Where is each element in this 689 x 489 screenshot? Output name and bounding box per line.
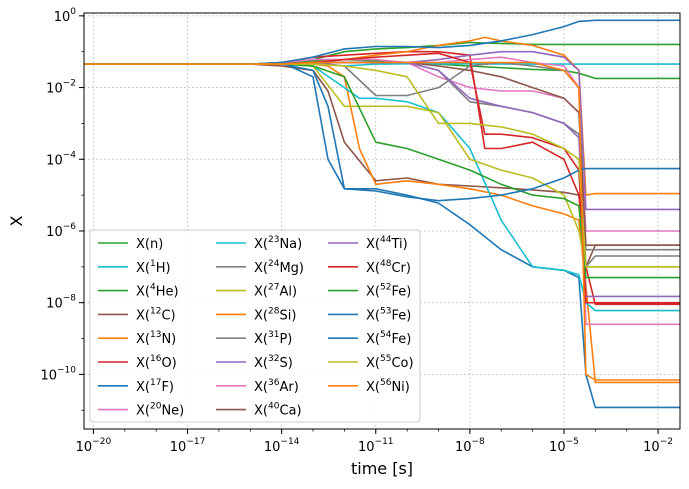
y-tick-label: 10−10 [40, 365, 76, 383]
legend: X(n) X(1H) X(4He) X(12C) X(13N) X(16O) X(17F) X… [89, 229, 421, 423]
x-tick-label: 10−5 [549, 437, 579, 455]
legend-label: X(52Fe) [366, 283, 411, 300]
axis-ticks: 10−20 10−17 10−14 10−11 10−8 10−5 10−2 100 10−2 1… [40, 7, 673, 455]
legend-box [89, 229, 421, 423]
legend-label: X(56Ni) [366, 378, 410, 395]
legend-label: X(17F) [136, 378, 174, 395]
y-tick-label: 100 [54, 7, 77, 25]
legend-label: X(31P) [254, 330, 292, 347]
y-axis-label: X [7, 215, 26, 226]
legend-label: X(40Ca) [254, 402, 302, 419]
legend-label: X(13N) [136, 330, 176, 347]
legend-label: X(36Ar) [254, 378, 299, 395]
legend-label: X(54Fe) [366, 330, 411, 347]
series-line-fe54 [84, 19, 680, 65]
legend-label: X(55Co) [366, 354, 414, 371]
legend-label: X(53Fe) [366, 306, 411, 323]
y-tick-label: 10−8 [46, 294, 76, 312]
x-tick-label: 10−8 [455, 437, 485, 455]
x-tick-label: 10−2 [643, 437, 673, 455]
series-line-ni56 [84, 61, 680, 381]
series-line-f17 [84, 61, 680, 409]
legend-label: X(n) [136, 237, 163, 252]
legend-label: X(1H) [136, 259, 171, 276]
x-tick-label: 10−17 [170, 437, 206, 455]
legend-label: X(44Ti) [366, 235, 408, 252]
x-tick-label: 10−20 [76, 437, 112, 455]
legend-label: X(32S) [254, 354, 293, 371]
x-tick-label: 10−11 [358, 437, 394, 455]
plot-frame [83, 12, 681, 430]
legend-label: X(28Si) [254, 306, 296, 323]
series-lines [84, 19, 680, 409]
legend-label: X(24Mg) [254, 259, 304, 276]
x-tick-label: 10−14 [264, 437, 300, 455]
legend-label: X(48Cr) [366, 259, 411, 276]
legend-label: X(4He) [136, 283, 179, 300]
legend-label: X(12C) [136, 306, 176, 323]
y-tick-label: 10−6 [46, 222, 76, 240]
legend-label: X(16O) [136, 354, 177, 371]
y-tick-label: 10−2 [46, 79, 76, 97]
legend-label: X(23Na) [254, 235, 302, 252]
legend-label: X(27Al) [254, 283, 297, 300]
x-axis-label: time [s] [351, 459, 413, 478]
y-tick-label: 10−4 [46, 150, 76, 168]
legend-label: X(20Ne) [136, 402, 184, 419]
